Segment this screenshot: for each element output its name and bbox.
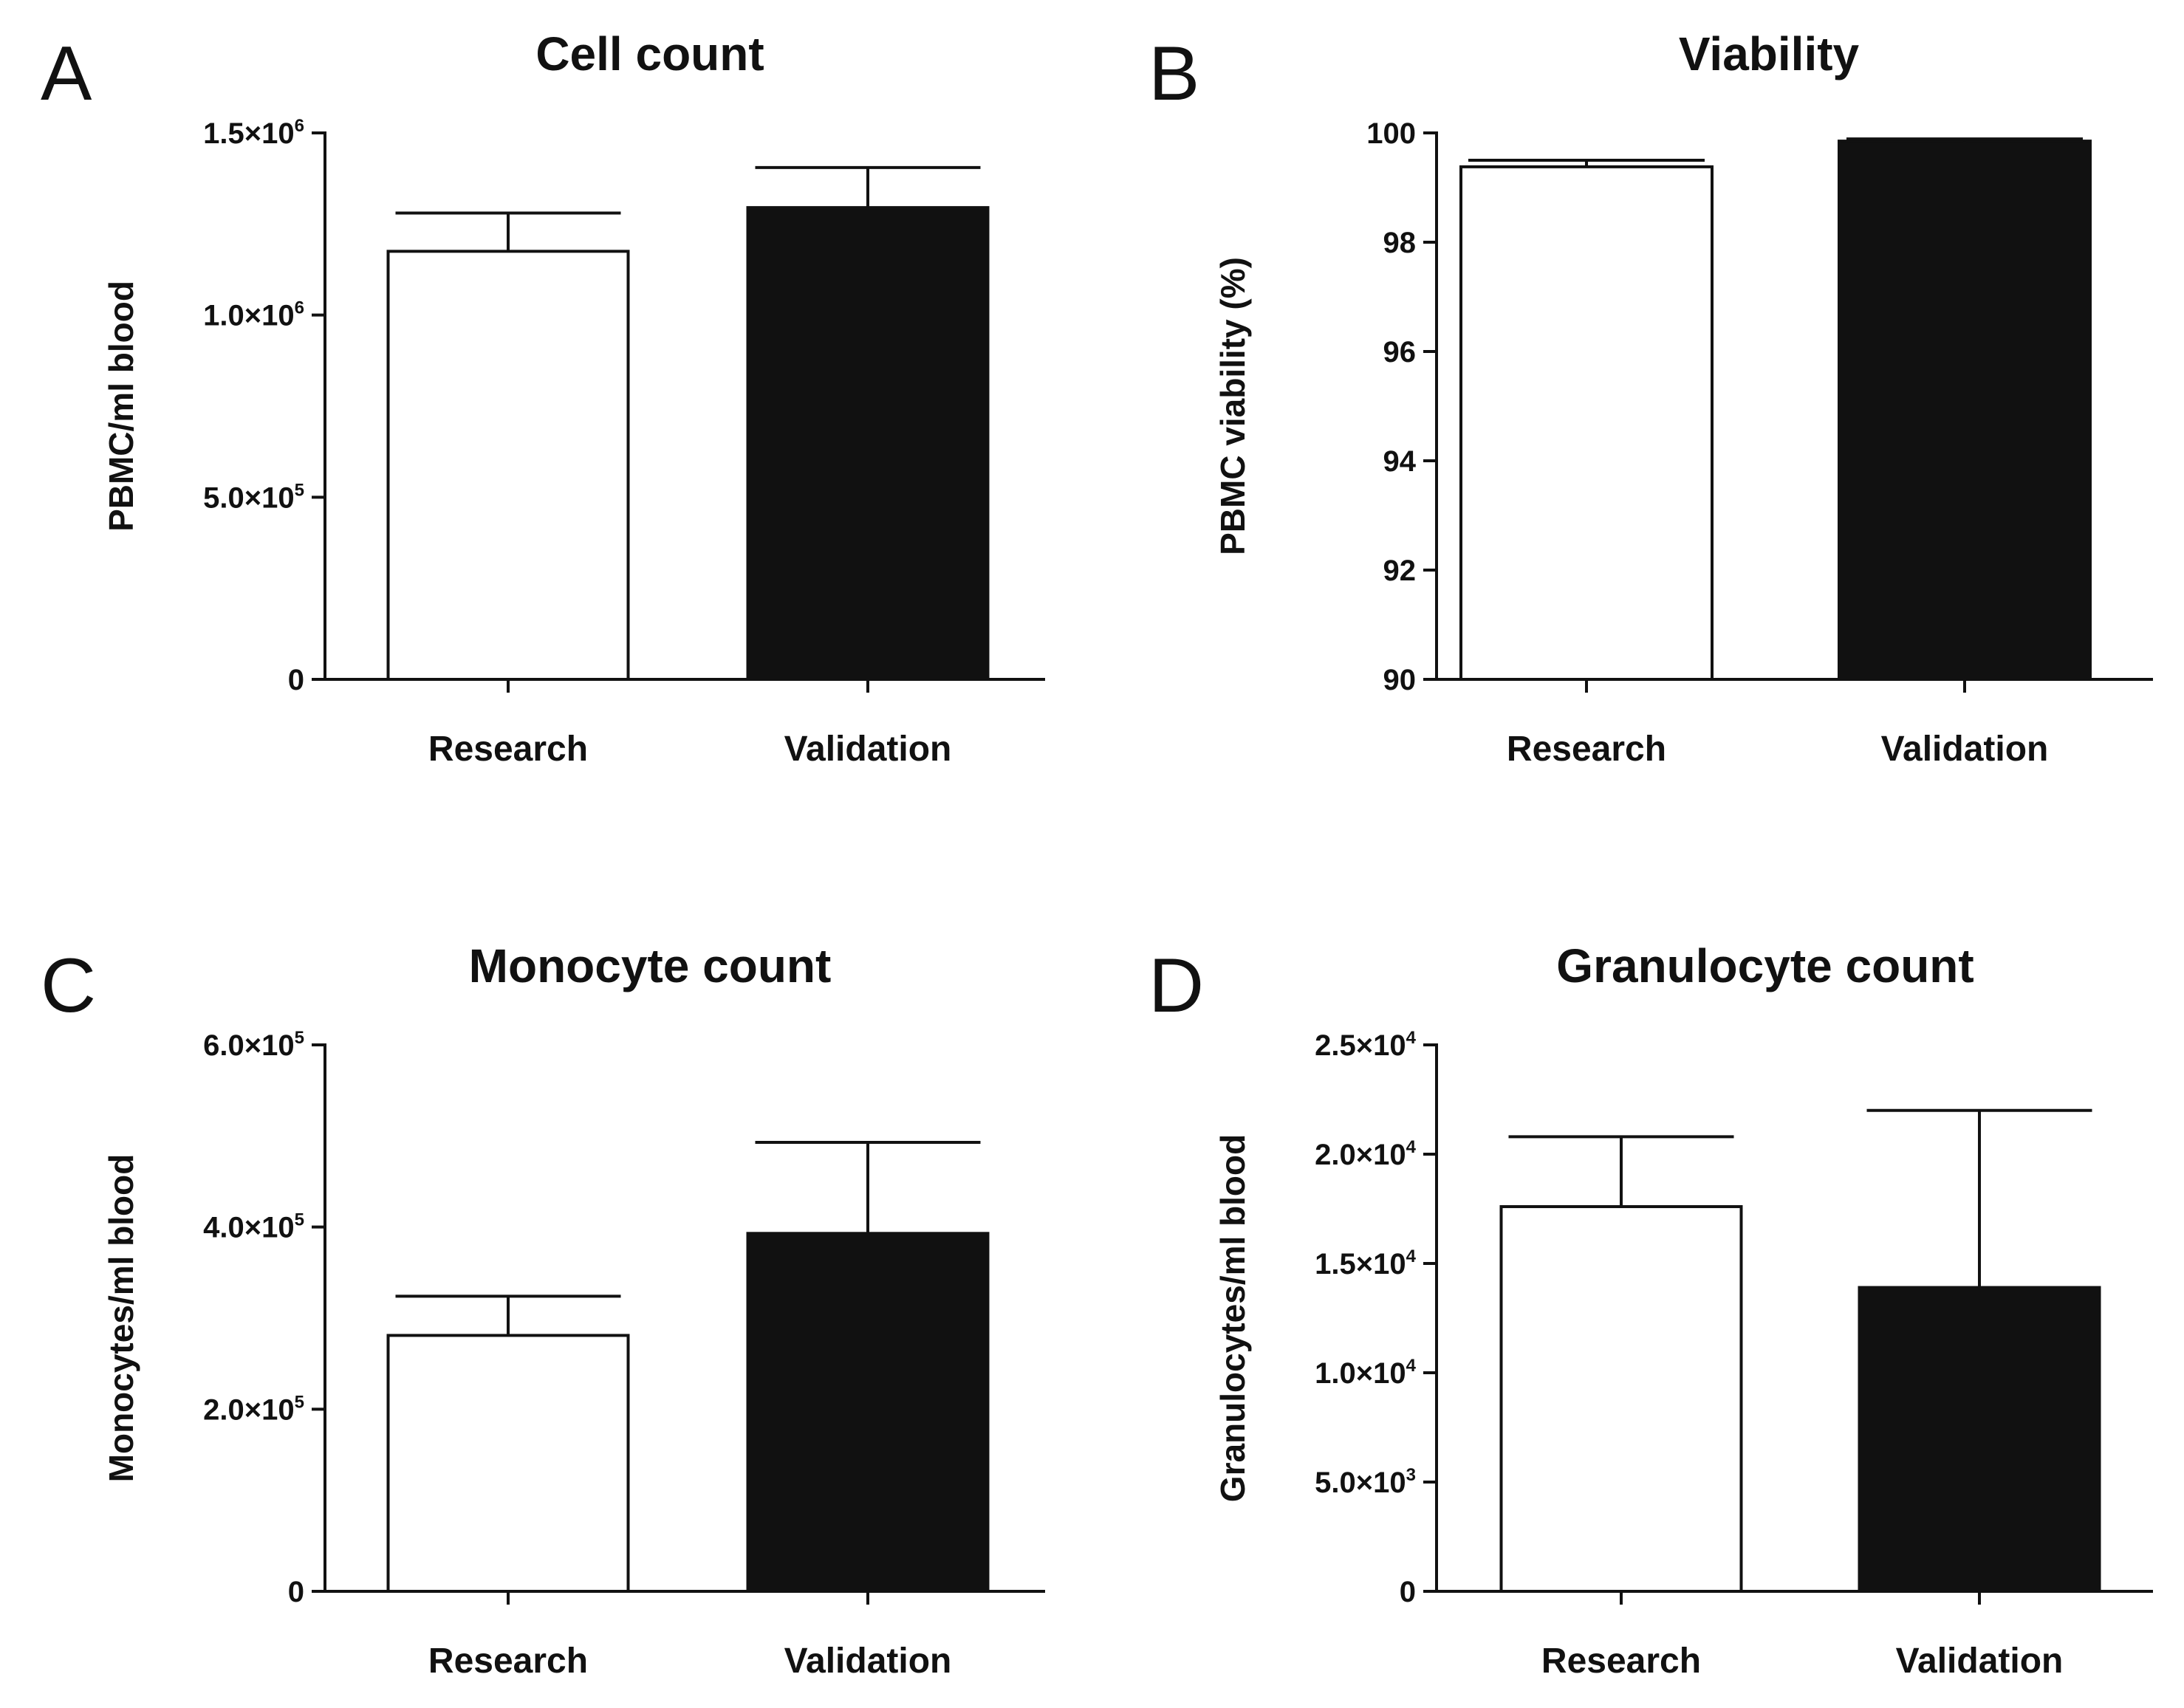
x-tick-label: Validation <box>784 730 952 769</box>
bar-validation <box>1858 1286 2101 1594</box>
y-tick-label: 0 <box>288 1576 304 1608</box>
panel-letter: A <box>41 31 92 117</box>
y-tick-label: 2.0×104 <box>1315 1137 1416 1171</box>
x-tick-label: Research <box>1541 1642 1701 1681</box>
bar-research <box>1499 1205 1743 1594</box>
chart-title: Viability <box>1679 27 1860 80</box>
panel-d: D Granulocyte count Granulocytes/ml blood R… <box>1149 939 2153 1681</box>
panel-b: B Viability PBMC viability (%) Research Vali… <box>1149 27 2153 769</box>
x-tick-label: Research <box>428 1642 588 1681</box>
y-tick-label: 90 <box>1383 664 1417 696</box>
y-tick-label: 2.5×104 <box>1315 1028 1416 1062</box>
chart-title: Monocyte count <box>469 939 832 992</box>
x-tick-label: Validation <box>1881 730 2049 769</box>
bar-research <box>1459 165 1714 681</box>
x-tick-label: Validation <box>784 1642 952 1681</box>
y-axis-label: PBMC viability (%) <box>1213 257 1252 555</box>
panel-letter: C <box>41 943 96 1029</box>
y-tick-label: 0 <box>288 664 304 696</box>
chart-title: Cell count <box>535 27 764 80</box>
panel-c: C Monocyte count Monocytes/ml blood Researc… <box>41 939 1045 1681</box>
bar-validation <box>746 1232 990 1594</box>
bar-research <box>386 250 630 682</box>
y-axis-label: Monocytes/ml blood <box>102 1154 140 1483</box>
y-tick-label: 1.0×104 <box>1315 1356 1416 1390</box>
x-tick-label: Research <box>428 730 588 769</box>
y-tick-label: 1.0×106 <box>203 298 304 332</box>
x-tick-label: Research <box>1507 730 1666 769</box>
bar-validation <box>1838 140 2092 682</box>
y-tick-label: 0 <box>1400 1576 1416 1608</box>
bar-research <box>386 1334 630 1594</box>
y-tick-label: 1.5×106 <box>203 116 304 150</box>
y-tick-label: 5.0×105 <box>203 480 304 514</box>
bar-validation <box>746 206 990 681</box>
y-axis-label: Granulocytes/ml blood <box>1213 1134 1252 1502</box>
panel-letter: B <box>1149 31 1199 117</box>
y-tick-label: 92 <box>1383 555 1417 587</box>
panel-a: A Cell count PBMC/ml blood Research Validati… <box>41 27 1045 769</box>
y-axis-label: PBMC/ml blood <box>102 281 140 532</box>
y-tick-label: 100 <box>1366 117 1416 150</box>
y-tick-label: 6.0×105 <box>203 1028 304 1062</box>
y-tick-label: 98 <box>1383 227 1417 259</box>
panel-letter: D <box>1149 943 1204 1029</box>
y-tick-label: 96 <box>1383 336 1417 368</box>
chart-title: Granulocyte count <box>1556 939 1974 992</box>
y-tick-label: 5.0×103 <box>1315 1465 1416 1499</box>
y-tick-label: 94 <box>1383 445 1417 478</box>
x-tick-label: Validation <box>1896 1642 2064 1681</box>
y-tick-label: 2.0×105 <box>203 1392 304 1426</box>
y-tick-label: 1.5×104 <box>1315 1246 1416 1280</box>
y-tick-label: 4.0×105 <box>203 1210 304 1244</box>
